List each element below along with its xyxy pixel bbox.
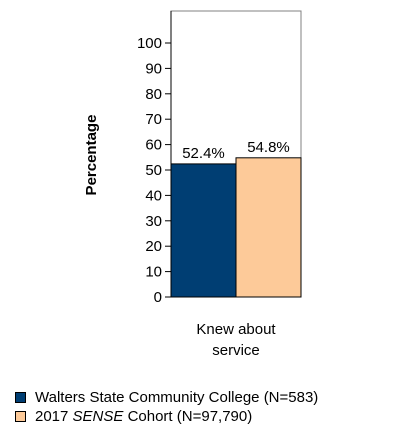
legend: Walters State Community College (N=583) … <box>12 388 318 426</box>
y-tick-label-80: 80 <box>145 86 162 103</box>
data-label-sense-cohort: 54.8% <box>247 139 290 156</box>
legend-label-suffix: Cohort (N=97,790) <box>123 408 253 425</box>
legend-item-sense-cohort: 2017 SENSE Cohort (N=97,790) <box>12 407 318 426</box>
bar-sense-cohort <box>235 157 302 298</box>
y-axis-label: Percentage <box>83 115 100 196</box>
y-tick-label-40: 40 <box>145 187 162 204</box>
legend-label-walters-state: Walters State Community College (N=583) <box>35 389 319 406</box>
y-tick-label-100: 100 <box>137 35 162 52</box>
y-tick-label-20: 20 <box>145 238 162 255</box>
y-tick-label-30: 30 <box>145 213 162 230</box>
legend-label-prefix: 2017 <box>35 408 73 425</box>
y-tick-label-50: 50 <box>145 162 162 179</box>
legend-label-italic: SENSE <box>72 408 124 425</box>
x-tick-label-line-1: Knew about <box>196 321 276 338</box>
y-tick-label-10: 10 <box>145 264 162 281</box>
legend-item-walters-state: Walters State Community College (N=583) <box>12 388 318 407</box>
data-label-walters-state: 52.4% <box>182 145 225 162</box>
x-tick-label-line-2: service <box>212 342 260 359</box>
plot-area: 0 10 20 30 40 50 60 70 80 90 100 52.4% 54.8% <box>137 10 302 306</box>
y-tick-label-90: 90 <box>145 60 162 77</box>
bar-chart: 0 10 20 30 40 50 60 70 80 90 100 52.4% 54.8% Percent… <box>83 10 302 359</box>
y-tick-label-60: 60 <box>145 137 162 154</box>
legend-label-sense-cohort: 2017 SENSE Cohort (N=97,790) <box>35 407 252 426</box>
legend-swatch-sense-cohort <box>15 411 26 422</box>
bar-walters-state <box>170 163 237 298</box>
legend-swatch-walters-state <box>15 392 26 403</box>
y-tick-label-0: 0 <box>154 289 162 306</box>
y-tick-label-70: 70 <box>145 111 162 128</box>
